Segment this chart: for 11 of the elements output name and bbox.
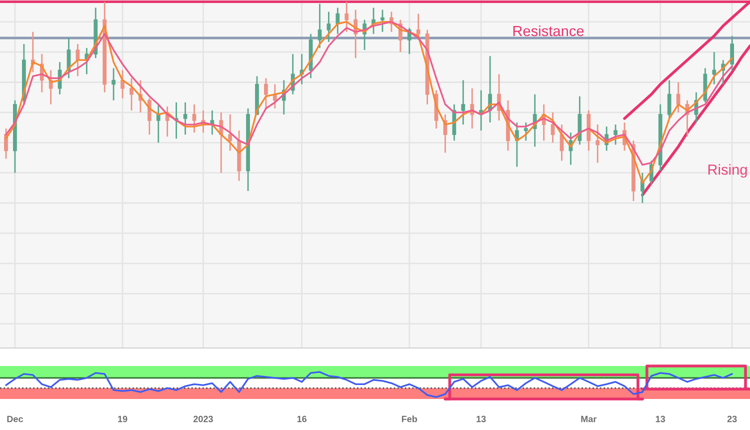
annotation: Rising: [708, 164, 747, 178]
ref-line-label: Resistance: [513, 25, 584, 36]
x-tick-label: 16: [297, 416, 307, 422]
x-tick-label: 23: [727, 416, 737, 422]
x-tick-label: 13: [656, 416, 666, 422]
x-tick-label: Mar: [581, 416, 597, 422]
x-tick-label: Feb: [402, 416, 418, 422]
x-tick-label: 2023: [193, 416, 213, 422]
x-tick-label: 19: [118, 416, 128, 422]
x-tick-label: Dec: [7, 416, 23, 422]
x-tick-label: 13: [476, 416, 486, 422]
